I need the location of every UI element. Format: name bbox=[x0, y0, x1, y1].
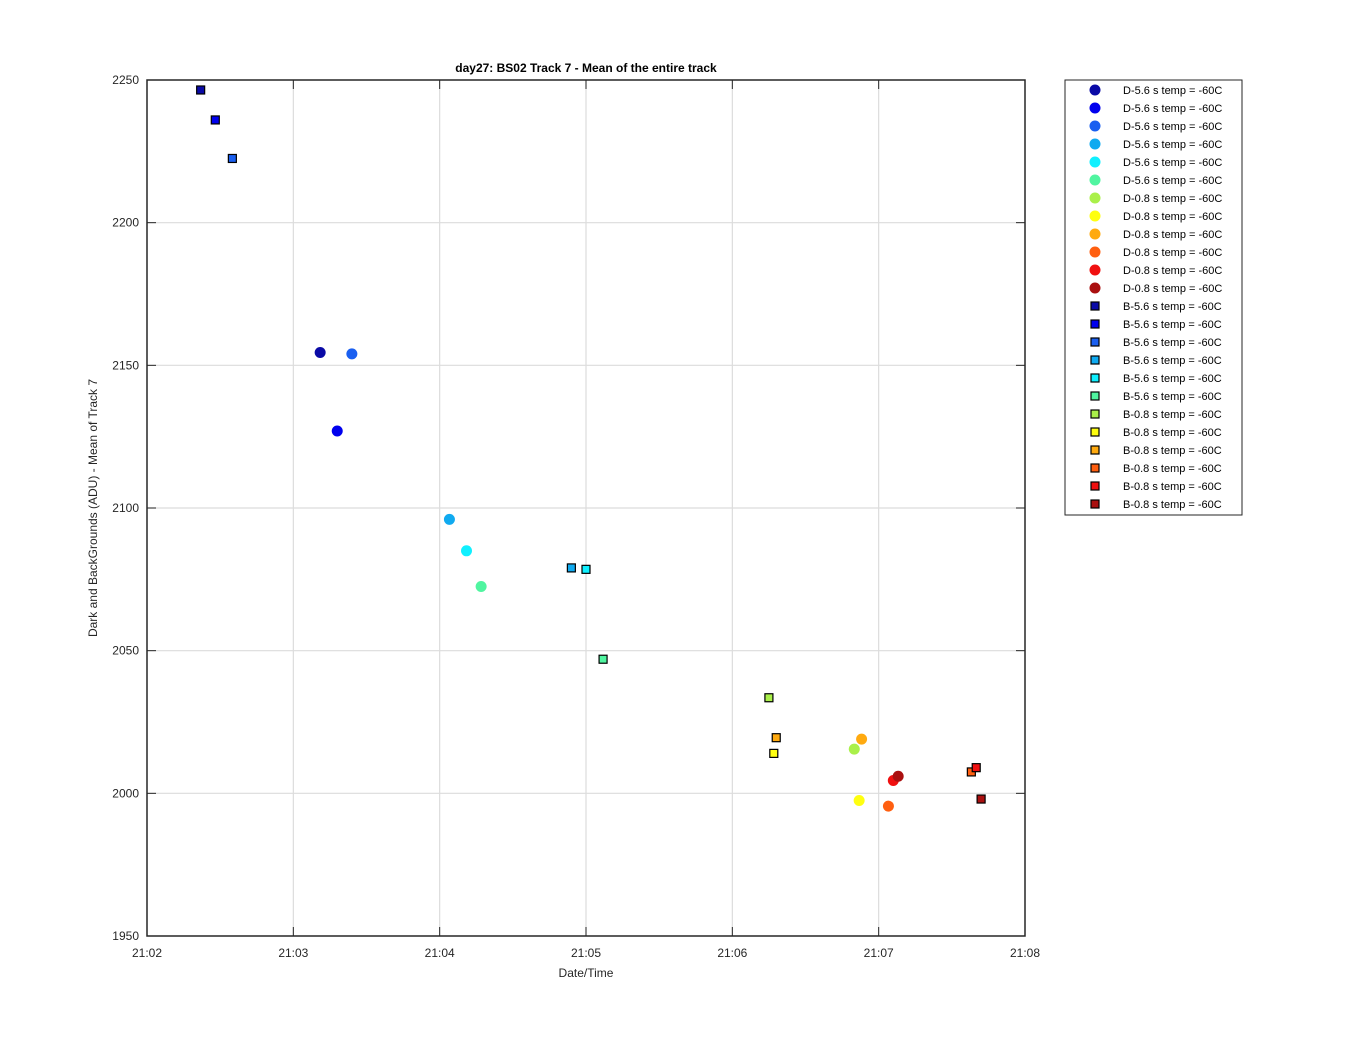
legend-marker bbox=[1089, 282, 1101, 294]
legend-marker bbox=[1089, 228, 1101, 240]
data-point-circle bbox=[882, 800, 894, 812]
legend-label: D-0.8 s temp = -60C bbox=[1123, 247, 1222, 259]
legend-label: B-0.8 s temp = -60C bbox=[1123, 499, 1222, 511]
legend-label: B-0.8 s temp = -60C bbox=[1123, 463, 1222, 475]
legend-marker bbox=[1089, 264, 1101, 276]
legend-marker bbox=[1089, 156, 1101, 168]
data-point-circle bbox=[475, 580, 487, 592]
y-tick-label: 2250 bbox=[112, 73, 139, 87]
legend-marker bbox=[1089, 84, 1101, 96]
legend-label: D-0.8 s temp = -60C bbox=[1123, 193, 1222, 205]
y-axis-label: Dark and BackGrounds (ADU) - Mean of Tra… bbox=[86, 379, 100, 637]
legend-marker bbox=[1090, 445, 1100, 455]
legend-label: D-5.6 s temp = -60C bbox=[1123, 121, 1222, 133]
legend-marker bbox=[1090, 337, 1100, 347]
x-axis-label: Date/Time bbox=[559, 966, 614, 980]
legend-label: B-5.6 s temp = -60C bbox=[1123, 373, 1222, 385]
legend-marker bbox=[1089, 120, 1101, 132]
data-point-square bbox=[976, 794, 986, 804]
legend-marker bbox=[1090, 427, 1100, 437]
legend-label: B-5.6 s temp = -60C bbox=[1123, 301, 1222, 313]
data-point-circle bbox=[314, 346, 326, 358]
legend-marker bbox=[1090, 481, 1100, 491]
data-point-circle bbox=[460, 545, 472, 557]
grid-lines bbox=[147, 80, 1025, 936]
y-tick-label: 2100 bbox=[112, 501, 139, 515]
data-point-square bbox=[764, 693, 774, 703]
data-point-square bbox=[196, 85, 206, 95]
data-point-square bbox=[769, 748, 779, 758]
legend-label: D-0.8 s temp = -60C bbox=[1123, 229, 1222, 241]
chart-title: day27: BS02 Track 7 - Mean of the entire… bbox=[455, 61, 717, 75]
legend-label: B-5.6 s temp = -60C bbox=[1123, 355, 1222, 367]
legend-label: B-5.6 s temp = -60C bbox=[1123, 337, 1222, 349]
legend-marker bbox=[1090, 409, 1100, 419]
axis-ticks: 21:02 21:03 21:04 21:05 21:06 21:07 21:08 1950 2… bbox=[112, 73, 1040, 960]
data-point-circle bbox=[892, 770, 904, 782]
data-point-square bbox=[581, 564, 591, 574]
data-markers bbox=[196, 85, 986, 812]
data-point-circle bbox=[848, 743, 860, 755]
data-point-circle bbox=[443, 513, 455, 525]
legend-label: D-5.6 s temp = -60C bbox=[1123, 157, 1222, 169]
x-tick-label: 21:06 bbox=[717, 946, 747, 960]
legend-label: B-0.8 s temp = -60C bbox=[1123, 409, 1222, 421]
y-tick-label: 1950 bbox=[112, 929, 139, 943]
legend-label: B-0.8 s temp = -60C bbox=[1123, 445, 1222, 457]
legend-marker bbox=[1090, 319, 1100, 329]
legend-label: B-0.8 s temp = -60C bbox=[1123, 427, 1222, 439]
data-point-square bbox=[227, 153, 237, 164]
legend-box bbox=[1064, 79, 1243, 516]
legend-label: B-0.8 s temp = -60C bbox=[1123, 481, 1222, 493]
x-tick-label: 21:05 bbox=[571, 946, 601, 960]
x-tick-label: 21:07 bbox=[864, 946, 894, 960]
legend-marker bbox=[1090, 463, 1100, 473]
legend-label: B-5.6 s temp = -60C bbox=[1123, 391, 1222, 403]
y-tick-label: 2000 bbox=[112, 786, 139, 800]
legend-label: D-0.8 s temp = -60C bbox=[1123, 283, 1222, 295]
legend-label: D-5.6 s temp = -60C bbox=[1123, 85, 1222, 97]
data-point-square bbox=[598, 654, 608, 664]
legend-label: B-5.6 s temp = -60C bbox=[1123, 319, 1222, 331]
data-point-square bbox=[210, 115, 220, 125]
y-tick-label: 2150 bbox=[112, 358, 139, 372]
legend-marker bbox=[1089, 246, 1101, 258]
x-tick-label: 21:03 bbox=[278, 946, 308, 960]
legend-marker bbox=[1090, 301, 1100, 311]
legend-marker bbox=[1090, 373, 1100, 383]
legend-label: D-5.6 s temp = -60C bbox=[1123, 175, 1222, 187]
legend-label: D-5.6 s temp = -60C bbox=[1123, 139, 1222, 151]
legend-marker bbox=[1090, 499, 1100, 509]
data-point-circle bbox=[853, 794, 865, 806]
data-point-circle bbox=[331, 425, 343, 437]
x-tick-label: 21:04 bbox=[425, 946, 455, 960]
legend-label: D-0.8 s temp = -60C bbox=[1123, 265, 1222, 277]
data-point-square bbox=[566, 563, 576, 573]
legend-label: D-0.8 s temp = -60C bbox=[1123, 211, 1222, 223]
x-tick-label: 21:08 bbox=[1010, 946, 1040, 960]
data-point-square bbox=[971, 763, 981, 773]
legend-marker bbox=[1090, 355, 1100, 365]
legend-marker bbox=[1089, 210, 1101, 222]
legend-marker bbox=[1090, 391, 1100, 401]
legend-marker bbox=[1089, 102, 1101, 114]
legend-marker bbox=[1089, 138, 1101, 150]
legend: D-5.6 s temp = -60C D-5.6 s temp = -60C D-… bbox=[1064, 79, 1243, 516]
data-point-circle bbox=[346, 348, 358, 360]
legend-marker bbox=[1089, 192, 1101, 204]
y-tick-label: 2050 bbox=[112, 644, 139, 658]
x-tick-label: 21:02 bbox=[132, 946, 162, 960]
legend-marker bbox=[1089, 174, 1101, 186]
y-tick-label: 2200 bbox=[112, 216, 139, 230]
data-point-square bbox=[771, 733, 781, 743]
data-point-circle bbox=[856, 733, 868, 745]
legend-label: D-5.6 s temp = -60C bbox=[1123, 103, 1222, 115]
